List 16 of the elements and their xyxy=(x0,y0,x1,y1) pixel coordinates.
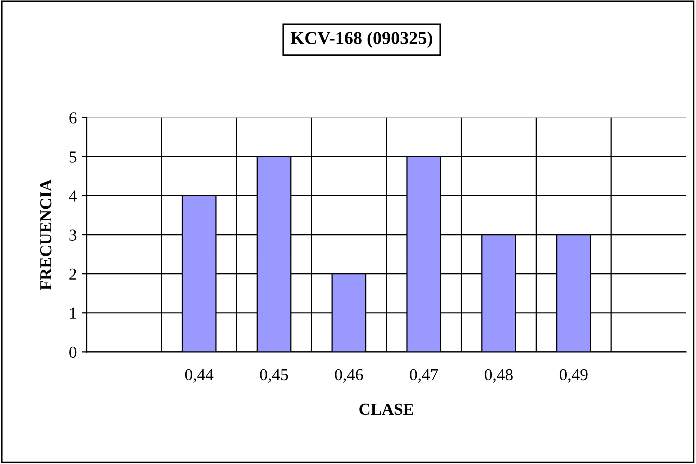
chart-title: KCV-168 (090325) xyxy=(290,32,432,48)
x-axis-title: CLASE xyxy=(360,404,414,416)
x-tick-label: 0,47 xyxy=(410,369,438,383)
x-tick-label: 0,44 xyxy=(185,369,214,383)
y-tick-label: 0 xyxy=(70,346,77,358)
y-tick-label: 1 xyxy=(70,308,76,319)
y-axis-title: FRECUENCIA xyxy=(40,180,52,290)
y-tick-label: 4 xyxy=(69,190,78,202)
x-tick-label: 0,46 xyxy=(335,369,364,383)
x-tick-label: 0,49 xyxy=(560,369,588,383)
y-tick-label: 6 xyxy=(70,112,77,124)
x-tick-label: 0,45 xyxy=(260,369,288,383)
y-tick-label: 5 xyxy=(70,152,77,163)
y-tick-label: 2 xyxy=(70,268,76,280)
y-tick-label: 3 xyxy=(70,230,77,241)
x-tick-label: 0,48 xyxy=(485,369,513,383)
